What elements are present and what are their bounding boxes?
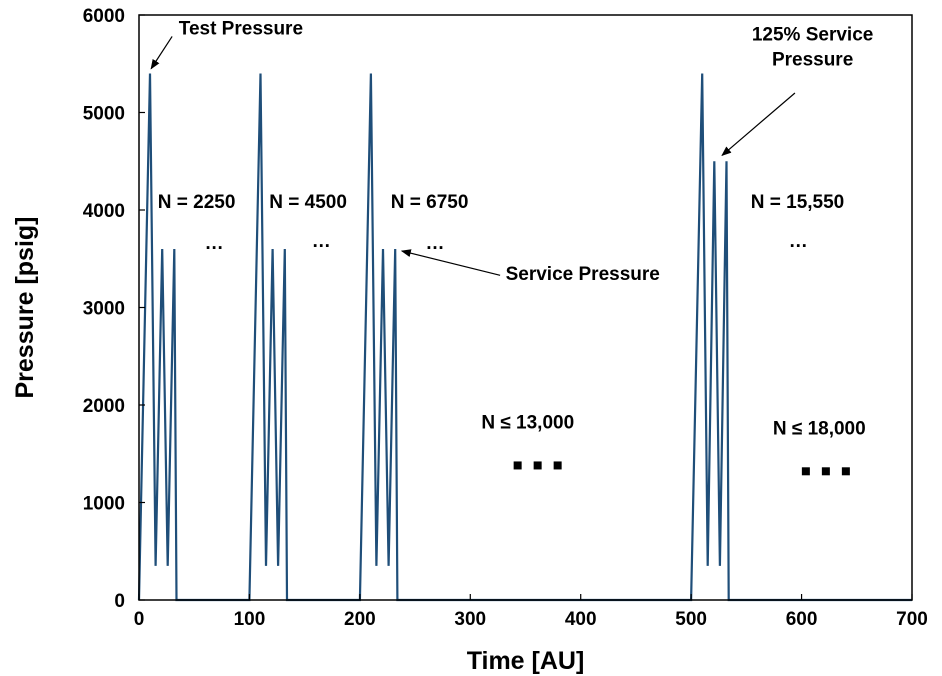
x-tick-label: 400 xyxy=(565,609,597,630)
annotation-text: Service Pressure xyxy=(506,264,660,285)
annotation-text: N ≤ 13,000 xyxy=(481,412,574,433)
annotation-n-le-13000: N ≤ 13,000 xyxy=(481,412,574,433)
y-tick-label: 6000 xyxy=(83,6,125,27)
axis-ticks: 0 100 200 300 400 500 600 700 0 1000 2000 3000 4000 5… xyxy=(83,6,928,630)
annotation-arrow xyxy=(721,92,796,157)
annotation-text: Pressure xyxy=(772,49,853,70)
x-tick-label: 0 xyxy=(134,609,145,630)
x-tick-label: 600 xyxy=(786,609,818,630)
annotation-text: N = 15,550 xyxy=(751,192,845,213)
x-tick-label: 200 xyxy=(344,609,376,630)
annotation-text: N ≤ 18,000 xyxy=(773,418,866,439)
x-axis-title: Time [AU] xyxy=(467,647,585,675)
annotation-125-service-pressure: 125% Service Pressure xyxy=(721,24,874,157)
annotation-text: … xyxy=(205,233,224,254)
annotation-n-6750: N = 6750 xyxy=(391,192,469,213)
annotation-text: … xyxy=(425,233,444,254)
annotation-text: Test Pressure xyxy=(179,19,303,40)
x-tick-label: 500 xyxy=(675,609,707,630)
annotation-dots-2 xyxy=(801,467,850,476)
annotation-text: … xyxy=(789,231,808,252)
dot-marker xyxy=(533,461,542,470)
y-tick-label: 0 xyxy=(114,591,125,612)
annotation-text: N = 4500 xyxy=(269,192,347,213)
dot-marker xyxy=(553,461,562,470)
y-axis-title: Pressure [psig] xyxy=(11,216,39,398)
y-tick-label: 3000 xyxy=(83,299,125,320)
annotation-text: N = 2250 xyxy=(158,192,236,213)
y-tick-label: 4000 xyxy=(83,201,125,222)
series-line-0 xyxy=(137,73,912,602)
annotation-ellipsis-3: … xyxy=(425,233,444,254)
annotation-n-4500: N = 4500 xyxy=(269,192,347,213)
annotation-ellipsis-1: … xyxy=(205,233,224,254)
annotation-n-2250: N = 2250 xyxy=(158,192,236,213)
annotation-arrow xyxy=(400,249,501,276)
annotation-service-pressure: Service Pressure xyxy=(400,249,660,285)
x-tick-label: 700 xyxy=(896,609,928,630)
dot-marker xyxy=(513,461,522,470)
annotation-text: 125% Service xyxy=(752,24,874,45)
annotation-n-le-18000: N ≤ 18,000 xyxy=(773,418,866,439)
y-tick-label: 5000 xyxy=(83,104,125,125)
y-tick-label: 1000 xyxy=(83,494,125,515)
annotation-text: N = 6750 xyxy=(391,192,469,213)
annotation-test-pressure: Test Pressure xyxy=(150,19,303,70)
annotations: Test Pressure Service Pressure 125% Servic… xyxy=(150,19,874,476)
annotation-ellipsis-2: … xyxy=(312,231,331,252)
dot-marker xyxy=(821,467,830,476)
annotation-n-15550: N = 15,550 xyxy=(751,192,845,213)
annotation-ellipsis-4: … xyxy=(789,231,808,252)
dot-marker xyxy=(801,467,810,476)
plot-area xyxy=(137,14,913,602)
annotation-text: … xyxy=(312,231,331,252)
x-tick-label: 300 xyxy=(454,609,486,630)
y-tick-label: 2000 xyxy=(83,396,125,417)
annotation-dots-1 xyxy=(513,461,562,470)
annotation-arrow xyxy=(150,36,173,70)
x-tick-label: 100 xyxy=(234,609,266,630)
dot-marker xyxy=(841,467,850,476)
